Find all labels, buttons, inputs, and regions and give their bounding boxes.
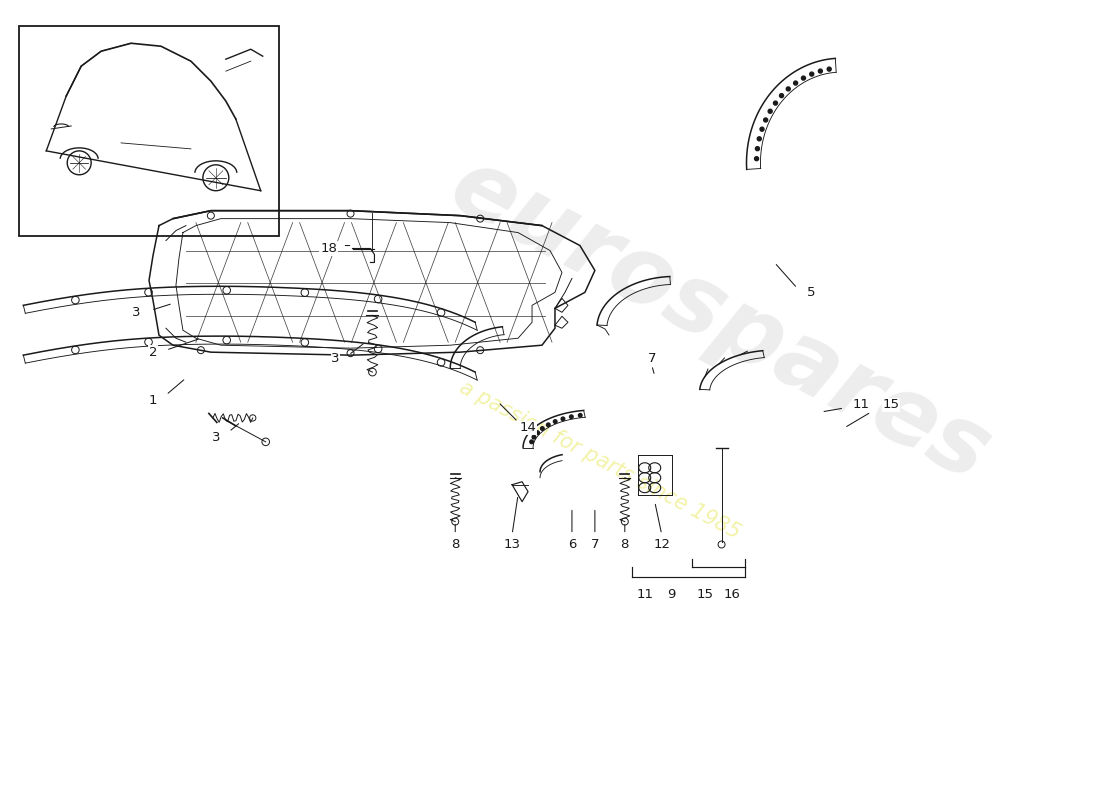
Circle shape [760, 127, 764, 131]
Text: 13: 13 [504, 538, 520, 551]
Circle shape [532, 435, 536, 439]
Circle shape [553, 420, 557, 423]
Circle shape [810, 72, 814, 76]
Text: 11: 11 [852, 398, 870, 411]
Text: 5: 5 [807, 286, 815, 299]
Text: 3: 3 [211, 431, 220, 444]
Text: a passion for parts since 1985: a passion for parts since 1985 [456, 377, 744, 542]
Text: 8: 8 [620, 538, 629, 551]
Circle shape [579, 414, 582, 417]
Text: 6: 6 [568, 538, 576, 551]
Circle shape [757, 137, 761, 141]
Circle shape [540, 426, 544, 430]
Text: 2: 2 [148, 346, 157, 358]
Circle shape [755, 157, 759, 161]
Circle shape [773, 101, 778, 105]
Circle shape [530, 440, 533, 444]
Text: 7: 7 [648, 352, 656, 365]
Text: 16: 16 [723, 588, 740, 601]
Circle shape [818, 69, 823, 73]
Text: 9: 9 [668, 588, 675, 601]
Circle shape [786, 87, 790, 91]
Text: 18: 18 [320, 242, 337, 255]
Text: 15: 15 [696, 588, 713, 601]
Text: 12: 12 [653, 538, 670, 551]
Text: 14: 14 [519, 422, 537, 434]
Circle shape [802, 76, 805, 80]
Circle shape [756, 146, 759, 150]
Text: 3: 3 [331, 352, 340, 365]
Circle shape [570, 415, 573, 418]
Text: 1: 1 [148, 394, 157, 406]
Circle shape [793, 81, 798, 85]
Text: 15: 15 [882, 398, 900, 411]
Circle shape [561, 417, 564, 421]
Circle shape [780, 94, 783, 98]
Text: 3: 3 [132, 306, 141, 319]
Bar [20, 26, 278, 235]
Circle shape [827, 67, 832, 71]
Text: 8: 8 [451, 538, 460, 551]
Circle shape [536, 431, 539, 434]
Circle shape [547, 423, 550, 426]
Text: 11: 11 [636, 588, 653, 601]
Text: eurospares: eurospares [434, 139, 1005, 501]
Text: 7: 7 [591, 538, 600, 551]
Circle shape [768, 110, 772, 114]
Circle shape [763, 118, 768, 122]
